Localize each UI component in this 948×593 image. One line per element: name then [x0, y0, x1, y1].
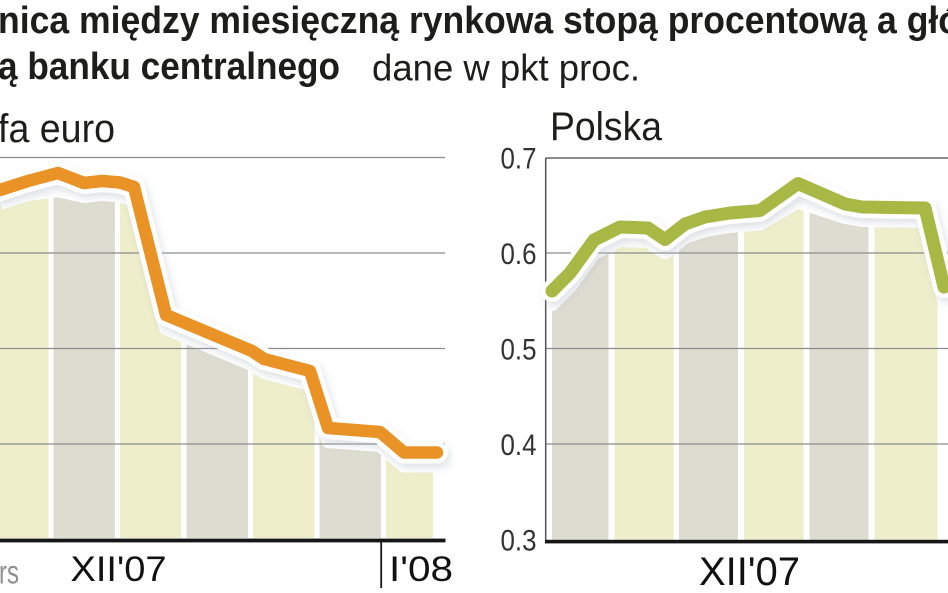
svg-text:0.6: 0.6 [501, 238, 537, 271]
svg-text:ą banku centralnego: ą banku centralnego [0, 46, 340, 88]
svg-text:fa euro: fa euro [0, 107, 115, 151]
svg-text:XII'07: XII'07 [699, 550, 800, 593]
svg-text:0.7: 0.7 [501, 142, 537, 175]
svg-text:rs: rs [0, 554, 19, 591]
svg-text:0.3: 0.3 [501, 524, 537, 557]
svg-text:0.5: 0.5 [501, 333, 537, 366]
svg-text:I'08: I'08 [389, 550, 453, 589]
svg-text:dane w pkt proc.: dane w pkt proc. [372, 48, 640, 89]
svg-text:XII'07: XII'07 [71, 550, 167, 589]
svg-text:0.4: 0.4 [501, 429, 537, 462]
svg-text:nica między miesięczną rynkowa: nica między miesięczną rynkowa stopą pro… [0, 0, 948, 42]
svg-text:Polska: Polska [550, 105, 663, 149]
